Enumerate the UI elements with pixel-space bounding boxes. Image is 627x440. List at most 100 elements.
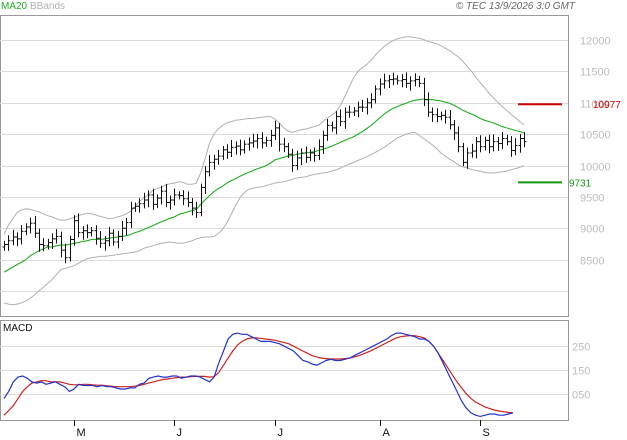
ohlc-bar [137, 198, 142, 213]
ohlc-bar [391, 72, 396, 86]
ohlc-bar [6, 235, 11, 251]
chart-frame [0, 15, 569, 421]
price-tick-label: 11500 [580, 67, 610, 79]
ohlc-bar [443, 109, 448, 124]
ohlc-bar [378, 78, 383, 96]
ohlc-bar [212, 154, 217, 170]
ohlc-bar [46, 238, 51, 250]
bband-lower-line [3, 131, 525, 306]
macd-tick-label: 050 [572, 390, 590, 402]
ohlc-bar [76, 213, 81, 238]
ohlc-bar [522, 132, 527, 148]
ohlc-bar [94, 225, 99, 245]
price-grid [0, 40, 568, 292]
price-tick-label: 8500 [580, 256, 604, 268]
ohlc-bar [203, 166, 208, 194]
ohlc-bar [37, 228, 42, 252]
ohlc-bar [207, 155, 212, 177]
ohlc-bar [487, 134, 492, 154]
ohlc-bar [518, 133, 523, 153]
bband-upper-line [3, 36, 525, 235]
macd-tick-label: 150 [572, 366, 590, 378]
ohlc-bar [103, 236, 108, 251]
ohlc-bar [85, 224, 90, 239]
price-tick-label: 12000 [580, 36, 611, 48]
x-tick-label: S [483, 427, 490, 439]
ohlc-bar [282, 137, 287, 153]
ohlc-bar [461, 142, 466, 167]
ohlc-bar [360, 99, 365, 112]
ohlc-bar [89, 226, 94, 237]
legend-bbands: BBands [30, 1, 65, 12]
ohlc-bar [142, 192, 147, 209]
ohlc-bar [343, 107, 348, 129]
ohlc-bar [199, 183, 204, 217]
ohlc-bar [347, 105, 352, 118]
macd-line [3, 332, 514, 418]
ohlc-bar [483, 136, 488, 151]
ohlc-bar [225, 144, 230, 159]
ohlc-bar [111, 229, 116, 246]
ohlc-bar [11, 229, 16, 246]
ohlc-bar [234, 141, 239, 155]
price-tick-label: 9500 [580, 193, 604, 205]
ohlc-bar [299, 148, 304, 166]
ohlc-bar [338, 109, 343, 127]
x-tick-label: J [177, 427, 183, 439]
ohlc-bar [369, 93, 374, 109]
ohlc-bar [334, 111, 339, 135]
ohlc-bar [124, 217, 129, 236]
ohlc-bar [417, 75, 422, 88]
macd-title: MACD [3, 323, 32, 334]
ohlc-bar [356, 101, 361, 118]
ohlc-bar [413, 73, 418, 87]
ohlc-bar [260, 132, 265, 149]
ohlc-bar [72, 215, 77, 246]
ohlc-bar [505, 134, 510, 146]
macd-panel: 250 150 050 [0, 332, 590, 418]
ohlc-bar [50, 233, 55, 250]
ohlc-bar [221, 146, 226, 160]
ohlc-bar [54, 229, 59, 244]
macd-tick-label: 250 [572, 342, 590, 354]
price-axis-ticks: 12000 11500 11000 10500 10000 9500 9000 8500 [580, 36, 611, 268]
legend-ma20: MA20 [1, 1, 28, 12]
macd-signal-line [3, 335, 514, 416]
price-tick-label: 9000 [580, 224, 604, 236]
ohlc-bar [290, 148, 295, 172]
ohlc-bar [146, 190, 151, 208]
ohlc-bar [216, 149, 221, 165]
reference-lines: 10977 9731 [518, 100, 621, 189]
ma20-line-group [3, 98, 525, 273]
ohlc-bar [317, 139, 322, 161]
ohlc-bar [426, 92, 431, 117]
ohlc-bar [465, 147, 470, 169]
price-tick-label: 10000 [580, 162, 611, 174]
x-tick-label: A [383, 427, 391, 439]
ohlc-bar [430, 107, 435, 122]
ohlc-bars [2, 72, 527, 264]
ohlc-bar [164, 183, 169, 208]
ohlc-bar [439, 111, 444, 121]
ohlc-bar [325, 118, 330, 141]
ohlc-bar [408, 76, 413, 91]
resistance-label: 10977 [593, 100, 621, 111]
ohlc-bar [19, 224, 24, 245]
ohlc-bar [470, 143, 475, 158]
ohlc-bar [404, 72, 409, 88]
price-tick-label: 11000 [580, 99, 610, 111]
ohlc-bar [373, 85, 378, 104]
ohlc-bar [264, 136, 269, 147]
ohlc-bar [120, 220, 125, 242]
x-tick-label: M [77, 427, 86, 439]
ohlc-bar [295, 150, 300, 171]
ohlc-bar [159, 185, 164, 205]
ohlc-bar [33, 215, 38, 238]
ohlc-bar [448, 109, 453, 130]
ohlc-bar [68, 235, 73, 262]
ohlc-bar [321, 130, 326, 154]
ohlc-bar [24, 223, 29, 236]
ohlc-bar [513, 138, 518, 156]
